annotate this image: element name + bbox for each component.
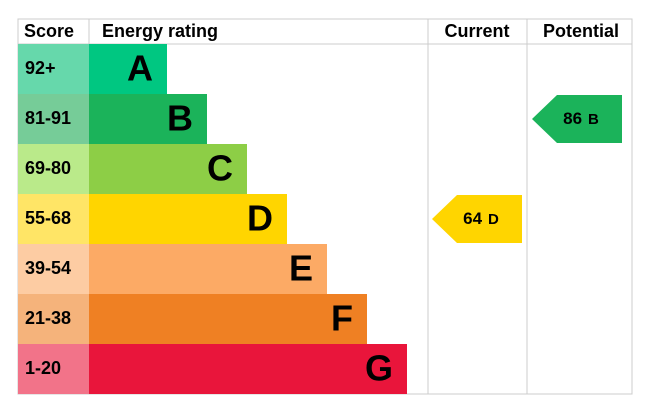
current-arrow: [432, 195, 522, 243]
score-range: 21-38: [25, 308, 71, 328]
header-current: Current: [444, 21, 509, 41]
score-cell: [18, 294, 89, 344]
band-bar: [89, 194, 287, 244]
score-cell: [18, 44, 89, 94]
potential-rating: B: [588, 111, 599, 128]
potential-value: 86: [563, 109, 582, 128]
band-bar: [89, 144, 247, 194]
current-label: 64 D: [463, 209, 499, 228]
score-range: 69-80: [25, 158, 71, 178]
potential-arrow: [532, 95, 622, 143]
band-letter: A: [127, 48, 153, 89]
potential-label: 86 B: [563, 109, 599, 128]
score-cell: [18, 194, 89, 244]
score-range: 92+: [25, 58, 56, 78]
band-bar: [89, 94, 207, 144]
current-value: 64: [463, 209, 482, 228]
header-score: Score: [24, 21, 74, 41]
score-range: 39-54: [25, 258, 71, 278]
score-range: 81-91: [25, 108, 71, 128]
score-cell: [18, 344, 89, 394]
band-bar: [89, 294, 367, 344]
score-range: 55-68: [25, 208, 71, 228]
score-cell: [18, 94, 89, 144]
band-letter: D: [247, 198, 273, 239]
current-rating: D: [488, 211, 499, 228]
header-rating: Energy rating: [102, 21, 218, 41]
score-range: 1-20: [25, 358, 61, 378]
score-cell: [18, 244, 89, 294]
band-letter: F: [331, 298, 353, 339]
score-cell: [18, 144, 89, 194]
band-bar: [89, 344, 407, 394]
band-letter: C: [207, 148, 233, 189]
band-bar: [89, 44, 167, 94]
band-bar: [89, 244, 327, 294]
header-potential: Potential: [543, 21, 619, 41]
band-letter: E: [289, 248, 313, 289]
band-letter: G: [365, 348, 393, 389]
band-letter: B: [167, 98, 193, 139]
